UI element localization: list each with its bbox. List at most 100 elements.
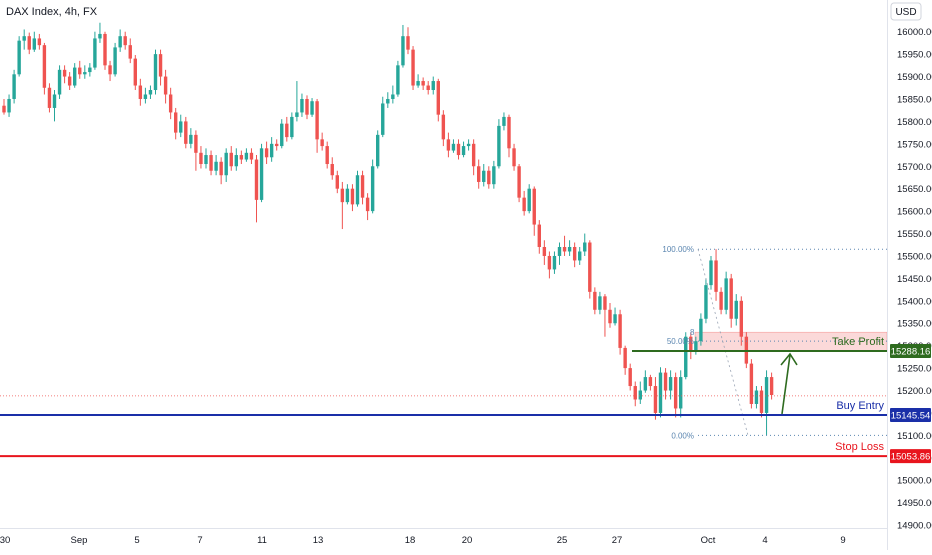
candle [477, 159, 481, 189]
candle [466, 139, 471, 151]
candle-body [123, 36, 127, 46]
candle-body [679, 377, 683, 409]
candle-body [663, 372, 668, 391]
candle-body [603, 296, 607, 310]
candle [482, 164, 486, 187]
candle [275, 139, 279, 151]
candle [209, 150, 213, 176]
candle-body [552, 255, 557, 270]
candle-body [578, 251, 582, 261]
candle-body [623, 347, 627, 369]
fib-trend-line [697, 249, 749, 436]
fib-level-label: 0.00% [671, 431, 694, 440]
candle [679, 370, 683, 418]
y-tick-label: 15700.00 [897, 162, 932, 173]
candle-body [310, 101, 314, 115]
candle-body [184, 121, 188, 144]
candle-body [583, 242, 587, 252]
candle-body [557, 246, 562, 256]
candle-body [37, 38, 42, 46]
candle-body [547, 255, 552, 270]
candle [320, 132, 324, 151]
candle [714, 249, 718, 301]
candle-body [27, 36, 31, 50]
y-tick-label: 15800.00 [897, 117, 932, 128]
candle [623, 345, 627, 375]
candle [497, 119, 501, 169]
candle [704, 278, 708, 324]
candle-body [360, 175, 365, 198]
y-tick-label: 14950.00 [897, 498, 932, 509]
candle [502, 112, 506, 131]
candle-body [229, 152, 233, 167]
candle-body [567, 246, 572, 252]
candle-body [618, 314, 622, 348]
candle-body [153, 54, 158, 91]
y-tick-label: 15250.00 [897, 364, 932, 375]
candle-body [2, 105, 6, 113]
candle-body [254, 159, 259, 200]
x-tick-label: Oct [701, 535, 716, 546]
currency-badge-box[interactable] [890, 2, 922, 21]
candle [98, 22, 102, 43]
candle [739, 296, 743, 346]
candle [37, 33, 42, 50]
candle-body [456, 143, 461, 156]
candle [27, 32, 31, 55]
candle-body [537, 224, 541, 247]
candle-body [507, 116, 511, 149]
candle [305, 95, 309, 120]
candle-body [219, 161, 223, 176]
candle [532, 186, 536, 236]
candle [133, 55, 137, 91]
x-tick-label: 25 [557, 535, 568, 546]
candle-body [502, 116, 506, 126]
x-tick-label: 11 [257, 535, 267, 546]
candle [542, 240, 547, 265]
candle [431, 76, 435, 95]
candle [401, 24, 405, 68]
candle-body [320, 139, 324, 147]
candle-body [234, 155, 238, 167]
candle-body [269, 143, 274, 158]
candle [547, 251, 552, 279]
candle-body [22, 36, 26, 41]
candle-body [148, 90, 153, 95]
candle [22, 29, 26, 50]
candle-body [542, 246, 547, 256]
candle-body [133, 58, 137, 86]
candle [179, 114, 183, 138]
candle [17, 36, 21, 77]
y-tick-label: 16000.00 [897, 27, 932, 38]
candle [158, 49, 163, 86]
candle-body [527, 188, 531, 212]
candle [441, 110, 446, 147]
candle-body [32, 38, 36, 50]
candle [663, 368, 668, 400]
candle-body [315, 101, 319, 140]
x-tick-label: 27 [612, 535, 623, 546]
candle-body [275, 143, 279, 147]
candle [583, 233, 587, 256]
y-tick-label: 15000.00 [897, 476, 932, 487]
candle [658, 367, 663, 418]
candle-body [264, 148, 269, 158]
candle-body [330, 164, 334, 176]
candle-body [214, 161, 218, 171]
candle [557, 242, 562, 265]
candle [608, 303, 612, 328]
candle [62, 65, 67, 84]
candle-body [451, 143, 456, 151]
candle-body [633, 386, 637, 400]
candle [295, 81, 299, 122]
candle [355, 170, 360, 207]
candle [416, 74, 420, 88]
candle [269, 137, 274, 162]
candle-body [628, 368, 632, 387]
take-profit-price-badge-text: 15288.16 [891, 346, 931, 357]
candle [108, 60, 112, 82]
candle-body [492, 166, 496, 185]
candle-body [461, 146, 466, 156]
candle-body [194, 134, 198, 153]
